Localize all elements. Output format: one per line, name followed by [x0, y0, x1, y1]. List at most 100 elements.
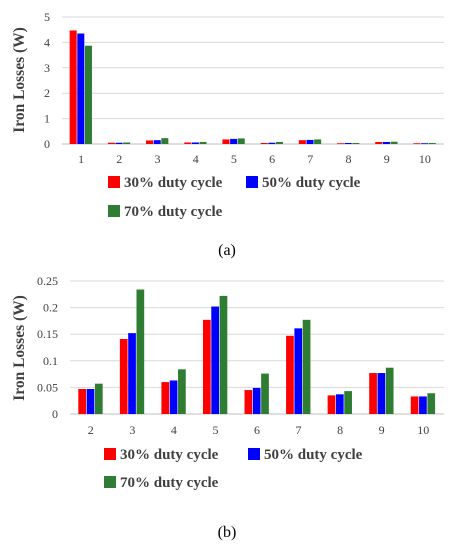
legend-label: 30% duty cycle — [124, 175, 223, 191]
legend-swatch — [246, 176, 258, 188]
x-tick-label: 10 — [419, 152, 431, 166]
y-tick-label: 4 — [44, 35, 50, 49]
bar — [211, 306, 219, 414]
legend-label: 50% duty cycle — [262, 175, 361, 191]
y-tick-label: 0 — [52, 407, 58, 421]
bar — [146, 140, 154, 144]
bar — [161, 138, 169, 144]
bar — [169, 380, 178, 414]
legend-swatch — [248, 448, 260, 460]
bar — [344, 142, 352, 144]
bar — [314, 139, 322, 144]
y-tick-label: 0 — [44, 137, 50, 151]
bar — [244, 390, 253, 414]
bar — [84, 45, 92, 145]
legend-label: 50% duty cycle — [264, 447, 363, 463]
legend-swatch — [104, 448, 116, 460]
bar — [306, 139, 314, 144]
bar — [178, 369, 186, 414]
bar — [419, 396, 427, 414]
figure-caption: (a) — [218, 242, 236, 259]
bar — [136, 289, 145, 414]
legend-label: 70% duty cycle — [120, 475, 219, 491]
bar — [337, 143, 345, 145]
x-tick-label: 3 — [155, 152, 161, 166]
x-tick-label: 1 — [78, 152, 84, 166]
x-tick-label: 6 — [254, 423, 260, 437]
x-tick-label: 7 — [307, 152, 313, 166]
x-tick-label: 2 — [116, 152, 122, 166]
x-tick-label: 4 — [193, 152, 199, 166]
y-tick-label: 2 — [44, 86, 50, 100]
bar — [294, 328, 303, 414]
x-tick-label: 8 — [346, 152, 352, 166]
bar — [382, 141, 390, 144]
bar — [199, 141, 207, 144]
bar — [123, 142, 131, 144]
bar — [428, 142, 436, 144]
y-tick-label: 5 — [44, 10, 50, 24]
bar — [115, 142, 123, 144]
y-axis-label: Iron Losses (W) — [11, 27, 28, 133]
bar — [86, 388, 95, 414]
chart-a: 0 1 2 3 4 5 Iron Losses (W) 1 2 3 4 5 6 7 8 9 10 30% duty… — [11, 10, 444, 259]
bar — [161, 382, 170, 414]
bar — [352, 142, 360, 144]
bar — [275, 141, 283, 144]
chart-b: 0 0.05 0.1 0.15 0.2 0.25 Iron Losses (W) 2 3 4 5 6 7… — [11, 274, 444, 541]
bar — [191, 142, 199, 144]
legend-swatch — [104, 476, 116, 488]
y-tick-label: 1 — [44, 112, 50, 126]
bar — [413, 143, 421, 145]
bar — [78, 388, 87, 414]
bar — [421, 143, 429, 145]
bar — [298, 140, 306, 144]
bar — [377, 373, 386, 414]
bar — [69, 30, 77, 145]
x-tick-label: 10 — [417, 423, 429, 437]
x-tick-label: 2 — [88, 423, 94, 437]
x-tick-label: 7 — [296, 423, 302, 437]
x-tick-label: 5 — [212, 423, 218, 437]
bar — [128, 333, 136, 414]
bar — [237, 138, 245, 144]
y-tick-label: 0.2 — [43, 301, 58, 315]
legend-label: 30% duty cycle — [120, 447, 219, 463]
bar — [268, 142, 276, 144]
bar — [302, 319, 311, 414]
x-tick-label: 8 — [337, 423, 343, 437]
bar — [252, 387, 261, 414]
bar — [427, 393, 436, 414]
figure-caption: (b) — [218, 524, 237, 541]
y-tick-label: 0.25 — [37, 274, 58, 288]
legend-label: 70% duty cycle — [124, 204, 223, 220]
x-tick-label: 5 — [231, 152, 237, 166]
bar — [375, 141, 383, 144]
bar — [94, 383, 103, 414]
bar — [369, 373, 377, 414]
bar — [261, 373, 269, 414]
bar — [410, 396, 419, 414]
bar — [119, 338, 128, 414]
bar — [202, 319, 211, 414]
y-tick-label: 0.1 — [43, 354, 58, 368]
bar — [184, 142, 192, 144]
x-tick-label: 9 — [379, 423, 385, 437]
bar — [219, 295, 228, 414]
x-tick-label: 6 — [269, 152, 275, 166]
bar — [327, 395, 336, 414]
y-tick-label: 3 — [44, 61, 50, 75]
bar — [153, 140, 161, 144]
y-tick-label: 0.05 — [37, 380, 58, 394]
y-tick-label: 0.15 — [37, 327, 58, 341]
bar — [385, 367, 394, 414]
bar — [260, 142, 268, 144]
bar — [286, 335, 294, 414]
bar — [107, 142, 115, 144]
x-tick-label: 4 — [171, 423, 177, 437]
bar — [222, 139, 230, 144]
bar — [344, 391, 352, 414]
bar — [335, 394, 344, 414]
x-tick-label: 9 — [384, 152, 390, 166]
y-axis-label: Iron Losses (W) — [11, 295, 28, 401]
